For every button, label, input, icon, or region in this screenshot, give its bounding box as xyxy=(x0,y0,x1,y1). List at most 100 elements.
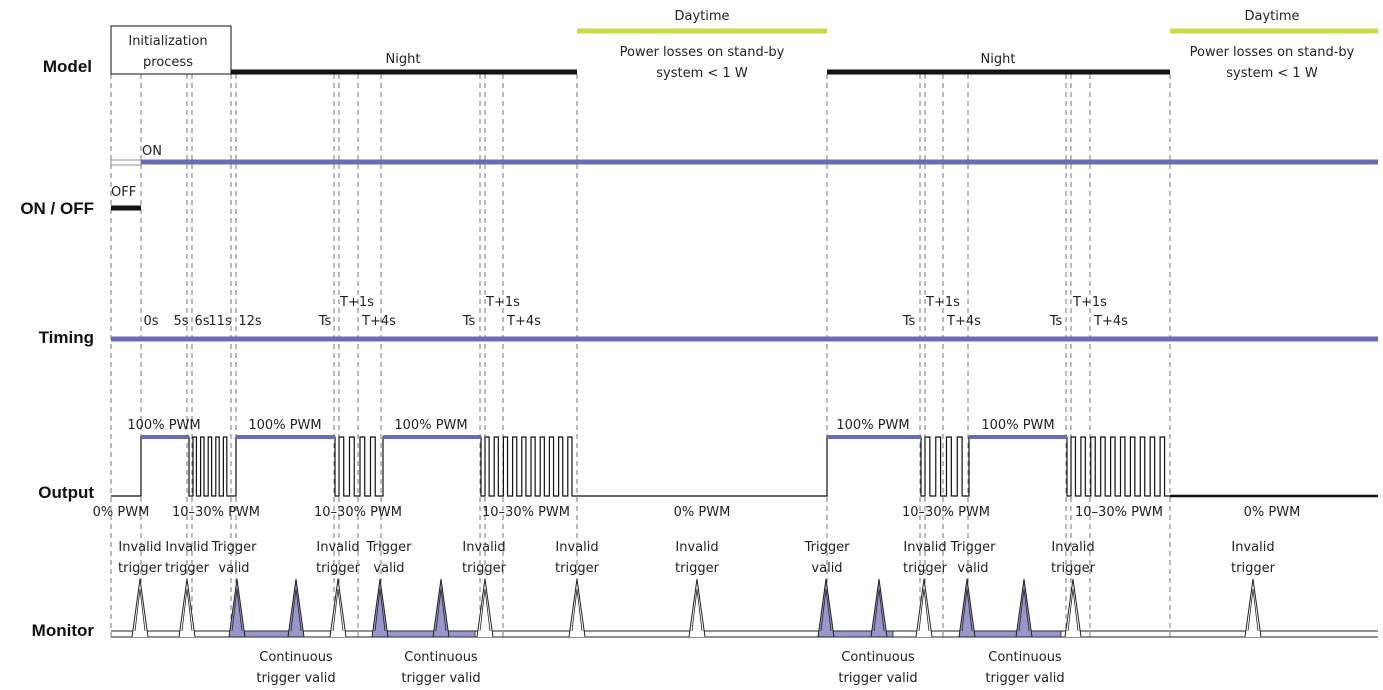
timing-tp4-b: T+4s xyxy=(506,314,541,329)
guide-lines xyxy=(110,74,1171,640)
pwm0-day-label-2: 0% PWM xyxy=(1244,505,1301,520)
monitor-4-line1: Invalid xyxy=(316,540,359,555)
pwm100-label-2: 100% PWM xyxy=(248,418,321,433)
monitor-10-line1: Invalid xyxy=(903,540,946,555)
continuous-3-line2: trigger valid xyxy=(838,671,917,686)
monitor-9-line1: Trigger xyxy=(804,540,850,555)
trigger-pulse-invalid xyxy=(1064,578,1082,638)
monitor-4-line2: trigger xyxy=(316,561,361,576)
init-process-box xyxy=(110,25,232,75)
trigger-pulse-invalid xyxy=(131,578,149,638)
standby-label-2-line1: Power losses on stand-by xyxy=(1190,45,1355,60)
timing-5s: 5s xyxy=(173,314,188,329)
monitor-3-line1: Trigger xyxy=(211,540,257,555)
onoff-row: ON OFF xyxy=(110,144,1378,211)
continuous-1-line1: Continuous xyxy=(259,650,333,665)
monitor-6-line2: trigger xyxy=(462,561,507,576)
monitor-5-line1: Trigger xyxy=(366,540,412,555)
pwm1030-label-2: 10–30% PWM xyxy=(314,505,402,520)
monitor-5-line2: valid xyxy=(373,561,404,576)
off-label: OFF xyxy=(111,185,136,200)
trigger-pulse-invalid xyxy=(915,578,933,638)
trigger-pulse-valid xyxy=(958,578,976,638)
timing-tp1-a: T+1s xyxy=(339,295,374,310)
model-row: Initialization process Night Daytime Pow… xyxy=(110,9,1378,81)
trigger-pulse-valid xyxy=(1015,578,1033,638)
daytime-label-1: Daytime xyxy=(674,9,729,24)
timing-12s: 12s xyxy=(238,314,262,329)
monitor-11-line1: Trigger xyxy=(950,540,996,555)
trigger-pulse-invalid xyxy=(568,578,586,638)
output-waveform xyxy=(111,436,1170,497)
trigger-pulse-inner xyxy=(181,588,193,632)
trigger-pulse-valid xyxy=(371,578,389,638)
trigger-pulse-inner xyxy=(1247,588,1259,632)
monitor-6-line1: Invalid xyxy=(462,540,505,555)
monitor-row: Invalid trigger Invalid trigger Trigger … xyxy=(111,540,1378,686)
monitor-8-line1: Invalid xyxy=(675,540,718,555)
init-label-line1: Initialization xyxy=(128,34,207,49)
monitor-2-line1: Invalid xyxy=(165,540,208,555)
row-label-onoff: ON / OFF xyxy=(20,199,94,218)
timing-ts-c: Ts xyxy=(902,314,916,329)
monitor-12-line2: trigger xyxy=(1051,561,1096,576)
continuous-4-line1: Continuous xyxy=(988,650,1062,665)
continuous-band xyxy=(376,630,476,638)
pwm100-label-3: 100% PWM xyxy=(394,418,467,433)
monitor-11-line2: valid xyxy=(957,561,988,576)
timing-0s: 0s xyxy=(143,314,158,329)
monitor-8-line2: trigger xyxy=(675,561,720,576)
night-label-2: Night xyxy=(981,52,1016,67)
trigger-pulse-inner xyxy=(435,588,447,632)
monitor-1-line2: trigger xyxy=(118,561,163,576)
monitor-13-line2: trigger xyxy=(1231,561,1276,576)
output-high-segments xyxy=(141,435,1378,498)
trigger-pulse-inner xyxy=(374,588,386,632)
monitor-1-line1: Invalid xyxy=(118,540,161,555)
pwm1030-label-1: 10–30% PWM xyxy=(172,505,260,520)
timing-tp1-c: T+1s xyxy=(925,295,960,310)
standby-label-2-line2: system < 1 W xyxy=(1226,66,1318,81)
trigger-pulse-invalid xyxy=(329,578,347,638)
trigger-pulse-inner xyxy=(918,588,930,632)
trigger-pulse-invalid xyxy=(178,578,196,638)
pwm0-day-label-1: 0% PWM xyxy=(674,505,731,520)
night-label-1: Night xyxy=(386,52,421,67)
pwm1030-label-4: 10–30% PWM xyxy=(902,505,990,520)
trigger-pulse-valid xyxy=(817,578,835,638)
trigger-pulse-invalid xyxy=(476,578,494,638)
continuous-4-line2: trigger valid xyxy=(985,671,1064,686)
trigger-pulse-inner xyxy=(873,588,885,632)
monitor-13-line1: Invalid xyxy=(1231,540,1274,555)
trigger-pulse-inner xyxy=(1067,588,1079,632)
on-segment-pre xyxy=(110,159,142,166)
row-label-output: Output xyxy=(38,483,94,502)
row-label-model: Model xyxy=(43,57,92,76)
timing-tp4-c: T+4s xyxy=(946,314,981,329)
trigger-pulse-inner xyxy=(820,588,832,632)
trigger-pulse-inner xyxy=(134,588,146,632)
timing-tp1-d: T+1s xyxy=(1072,295,1107,310)
pwm1030-label-3: 10–30% PWM xyxy=(482,505,570,520)
trigger-pulse-valid xyxy=(870,578,888,638)
continuous-1-line2: trigger valid xyxy=(256,671,335,686)
timing-tp4-d: T+4s xyxy=(1093,314,1128,329)
trigger-pulse-inner xyxy=(961,588,973,632)
pwm100-label-1: 100% PWM xyxy=(127,418,200,433)
monitor-7-line2: trigger xyxy=(555,561,600,576)
trigger-pulse-inner xyxy=(571,588,583,632)
pwm100-label-4: 100% PWM xyxy=(836,418,909,433)
trigger-pulse-inner xyxy=(290,588,302,632)
trigger-pulse-valid xyxy=(432,578,450,638)
pwm0-start-label: 0% PWM xyxy=(93,505,150,520)
trigger-pulse-invalid xyxy=(688,578,706,638)
trigger-pulse-invalid xyxy=(1244,578,1262,638)
monitor-7-line1: Invalid xyxy=(555,540,598,555)
pwm100-label-5: 100% PWM xyxy=(981,418,1054,433)
trigger-pulse-inner xyxy=(231,588,243,632)
monitor-9-line2: valid xyxy=(811,561,842,576)
pwm1030-label-5: 10–30% PWM xyxy=(1075,505,1163,520)
continuous-band xyxy=(960,630,1062,638)
continuous-2-line2: trigger valid xyxy=(401,671,480,686)
